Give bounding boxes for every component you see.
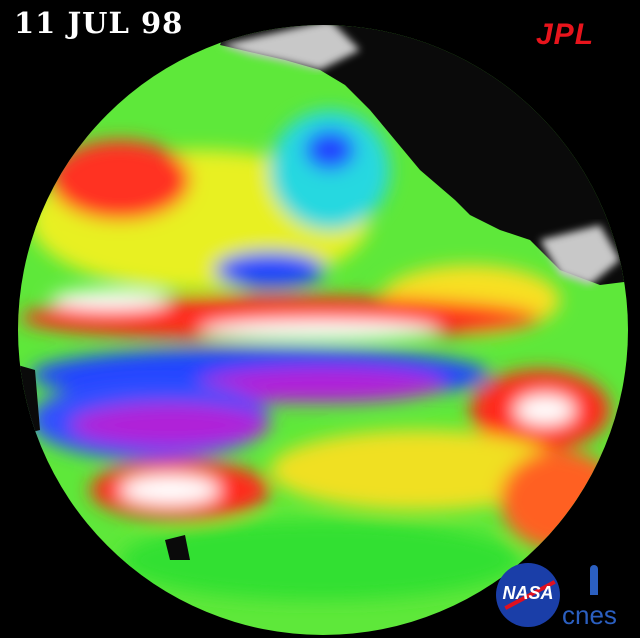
cnes-logo: cnes (562, 600, 617, 630)
nasa-logo: NASA (496, 563, 560, 627)
nasa-logo-text: NASA (502, 583, 554, 603)
sea-level-anomalies (20, 110, 620, 600)
date-label: 11 JUL 98 (14, 6, 184, 40)
cnes-rocket-icon (590, 565, 598, 595)
jpl-logo: JPL (536, 18, 595, 51)
